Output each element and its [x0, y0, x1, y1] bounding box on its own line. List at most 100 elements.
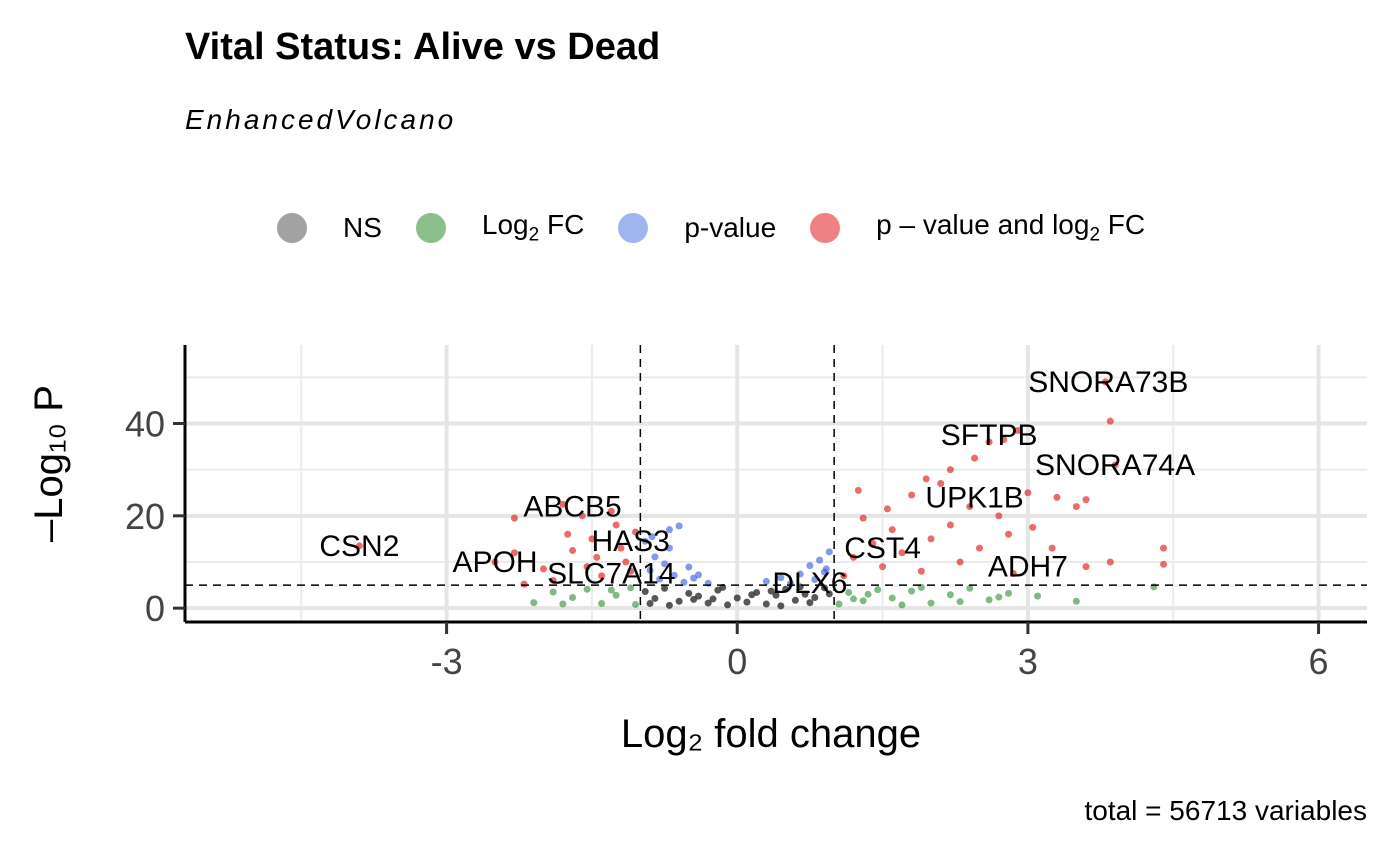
point-series-2: [762, 577, 770, 585]
legend-label-log2fc: Log2 FC: [481, 209, 585, 246]
chart-caption: total = 56713 variables: [1084, 795, 1367, 826]
point-series-2: [822, 565, 830, 573]
point-series-1: [898, 601, 906, 609]
gene-label: SNORA73B: [1028, 366, 1188, 399]
point-series-1: [850, 595, 858, 603]
point-series-0: [665, 601, 673, 609]
x-tick-label: -3: [431, 641, 463, 682]
point-series-2: [806, 562, 814, 570]
point-series-2: [648, 533, 656, 541]
point-series-0: [777, 602, 785, 610]
legend-marker-ns: [277, 213, 307, 243]
point-series-3: [617, 544, 625, 552]
legend-marker-log2fc: [415, 213, 446, 243]
point-series-0: [762, 600, 770, 608]
point-series-3: [927, 535, 935, 543]
gene-label: CST4: [844, 532, 921, 565]
point-series-3: [627, 567, 635, 575]
point-series-3: [850, 553, 858, 561]
legend-label-both: p – value and log2 FC: [876, 209, 1146, 246]
point-series-2: [811, 576, 819, 584]
point-series-0: [724, 601, 732, 609]
point-series-0: [651, 594, 659, 602]
point-series-0: [661, 584, 669, 592]
point-series-3: [956, 558, 964, 566]
point-series-3: [607, 507, 615, 515]
x-axis-title: Log₂ fold change: [621, 712, 921, 756]
point-series-2: [665, 544, 673, 552]
point-series-3: [1111, 461, 1119, 469]
point-series-2: [670, 571, 678, 579]
point-series-3: [1106, 558, 1114, 566]
point-series-3: [937, 480, 945, 487]
point-series-0: [690, 595, 698, 603]
point-series-2: [777, 574, 785, 582]
point-series-3: [612, 521, 620, 529]
point-series-1: [835, 600, 843, 608]
point-series-0: [641, 588, 649, 596]
point-series-1: [908, 587, 916, 595]
point-series-3: [578, 512, 586, 520]
legend-marker-both: [810, 213, 841, 243]
point-series-3: [491, 558, 499, 566]
point-series-1: [995, 593, 1003, 601]
point-series-3: [854, 486, 862, 494]
point-series-3: [588, 535, 596, 543]
point-series-3: [1082, 496, 1090, 504]
y-tick-label: 0: [145, 588, 165, 629]
point-series-3: [1024, 489, 1032, 497]
point-series-3: [583, 563, 591, 571]
gene-label: UPK1B: [925, 481, 1023, 514]
chart-title: Vital Status: Alive vs Dead: [185, 26, 661, 68]
point-series-3: [1101, 378, 1109, 386]
gene-label: APOH: [453, 546, 538, 579]
point-series-1: [598, 600, 606, 608]
point-series-0: [825, 590, 833, 598]
point-series-2: [796, 570, 804, 578]
legend-label-ns: NS: [343, 212, 382, 243]
point-series-2: [675, 522, 683, 530]
point-series-3: [1082, 563, 1090, 571]
point-series-3: [879, 563, 887, 571]
y-tick-label: 40: [125, 403, 165, 444]
x-tick-label: 6: [1309, 641, 1329, 682]
point-series-2: [646, 566, 654, 574]
gene-label: HAS3: [591, 525, 669, 558]
point-series-0: [733, 594, 741, 602]
point-series-0: [782, 585, 790, 593]
point-series-1: [874, 586, 882, 594]
point-series-3: [1014, 426, 1022, 434]
point-series-3: [559, 500, 567, 508]
gene-label: SLC7A14: [547, 558, 675, 591]
point-series-2: [694, 571, 702, 579]
point-series-3: [1160, 560, 1168, 568]
point-series-3: [946, 521, 954, 529]
point-series-1: [1034, 592, 1042, 600]
point-series-1: [956, 598, 964, 606]
point-series-3: [539, 565, 547, 573]
gene-label: ABCB5: [523, 491, 621, 524]
point-series-2: [685, 563, 693, 571]
gene-label: CSN2: [319, 530, 399, 563]
point-series-3: [985, 438, 993, 446]
point-series-0: [743, 598, 751, 606]
point-series-0: [748, 591, 756, 599]
point-series-3: [510, 549, 518, 557]
point-series-0: [675, 597, 683, 605]
point-series-0: [806, 599, 814, 607]
point-series-3: [908, 491, 916, 499]
point-series-3: [971, 454, 979, 462]
point-series-3: [888, 526, 896, 534]
point-series-2: [651, 553, 659, 561]
point-series-1: [559, 600, 567, 608]
chart-subtitle: EnhancedVolcano: [185, 104, 457, 135]
x-tick-label: 0: [727, 641, 747, 682]
point-series-3: [549, 576, 557, 584]
legend-item-pvalue: p-value: [618, 212, 776, 244]
point-series-1: [966, 584, 974, 592]
point-series-1: [549, 588, 557, 596]
point-series-3: [898, 549, 906, 557]
point-series-3: [1106, 417, 1114, 425]
point-series-3: [1029, 523, 1037, 531]
point-series-1: [946, 591, 954, 599]
